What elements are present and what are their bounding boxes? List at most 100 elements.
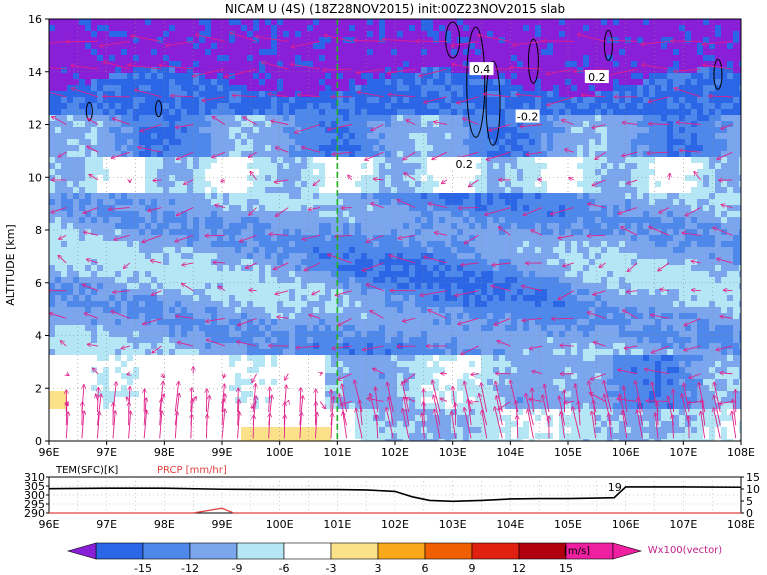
shading-cell	[373, 49, 379, 55]
shading-cell	[271, 349, 277, 355]
shading-cell	[73, 43, 79, 49]
shading-cell	[205, 373, 211, 379]
shading-cell	[49, 229, 55, 235]
shading-cell	[445, 163, 451, 169]
shading-cell	[157, 25, 163, 31]
shading-cell	[445, 169, 451, 175]
shading-cell	[397, 259, 403, 265]
shading-cell	[403, 43, 409, 49]
shading-cell	[157, 157, 163, 163]
shading-cell	[355, 109, 361, 115]
shading-cell	[217, 109, 223, 115]
shading-cell	[217, 79, 223, 85]
shading-cell	[415, 319, 421, 325]
shading-cell	[91, 61, 97, 67]
shading-cell	[157, 337, 163, 343]
shading-cell	[79, 115, 85, 121]
shading-cell	[349, 223, 355, 229]
shading-cell	[91, 79, 97, 85]
shading-cell	[121, 139, 127, 145]
shading-cell	[373, 421, 379, 427]
shading-cell	[49, 223, 55, 229]
shading-cell	[169, 325, 175, 331]
shading-cell	[169, 343, 175, 349]
shading-cell	[49, 31, 55, 37]
shading-cell	[235, 367, 241, 373]
shading-cell	[199, 163, 205, 169]
shading-cell	[157, 343, 163, 349]
shading-cell	[391, 61, 397, 67]
shading-cell	[205, 421, 211, 427]
shading-cell	[349, 187, 355, 193]
shading-cell	[259, 247, 265, 253]
shading-cell	[85, 55, 91, 61]
shading-cell	[451, 199, 457, 205]
shading-cell	[109, 79, 115, 85]
shading-cell	[139, 73, 145, 79]
shading-cell	[385, 295, 391, 301]
shading-cell	[337, 67, 343, 73]
shading-cell	[445, 349, 451, 355]
shading-cell	[61, 175, 67, 181]
shading-cell	[199, 127, 205, 133]
shading-cell	[229, 19, 235, 25]
shading-cell	[67, 199, 73, 205]
shading-cell	[49, 121, 55, 127]
shading-cell	[235, 217, 241, 223]
shading-cell	[271, 367, 277, 373]
shading-cell	[463, 301, 469, 307]
shading-cell	[253, 85, 259, 91]
shading-cell	[421, 151, 427, 157]
shading-cell	[319, 73, 325, 79]
shading-cell	[253, 367, 259, 373]
shading-cell	[319, 91, 325, 97]
shading-cell	[349, 169, 355, 175]
shading-cell	[61, 229, 67, 235]
shading-cell	[115, 271, 121, 277]
shading-cell	[325, 109, 331, 115]
shading-cell	[229, 49, 235, 55]
shading-cell	[193, 49, 199, 55]
shading-cell	[325, 253, 331, 259]
shading-cell	[463, 109, 469, 115]
shading-cell	[283, 289, 289, 295]
shading-cell	[277, 121, 283, 127]
shading-cell	[367, 121, 373, 127]
shading-cell	[289, 235, 295, 241]
shading-cell	[109, 127, 115, 133]
shading-cell	[379, 271, 385, 277]
shading-cell	[265, 181, 271, 187]
shading-cell	[451, 187, 457, 193]
shading-cell	[457, 385, 463, 391]
shading-cell	[283, 133, 289, 139]
shading-cell	[361, 49, 367, 55]
shading-cell	[319, 343, 325, 349]
shading-cell	[289, 427, 295, 433]
shading-cell	[367, 439, 373, 441]
shading-cell	[367, 139, 373, 145]
shading-cell	[451, 79, 457, 85]
shading-cell	[421, 175, 427, 181]
shading-cell	[187, 97, 193, 103]
shading-cell	[331, 319, 337, 325]
shading-cell	[463, 79, 469, 85]
shading-cell	[79, 283, 85, 289]
shading-cell	[349, 331, 355, 337]
shading-cell	[157, 115, 163, 121]
shading-cell	[103, 49, 109, 55]
shading-cell	[169, 409, 175, 415]
shading-cell	[253, 289, 259, 295]
shading-cell	[91, 415, 97, 421]
shading-cell	[433, 85, 439, 91]
shading-cell	[211, 109, 217, 115]
shading-cell	[415, 355, 421, 361]
shading-cell	[361, 223, 367, 229]
shading-cell	[145, 187, 151, 193]
shading-cell	[385, 289, 391, 295]
shading-cell	[433, 199, 439, 205]
shading-cell	[445, 277, 451, 283]
shading-cell	[295, 31, 301, 37]
shading-cell	[277, 67, 283, 73]
shading-cell	[73, 253, 79, 259]
shading-cell	[67, 229, 73, 235]
